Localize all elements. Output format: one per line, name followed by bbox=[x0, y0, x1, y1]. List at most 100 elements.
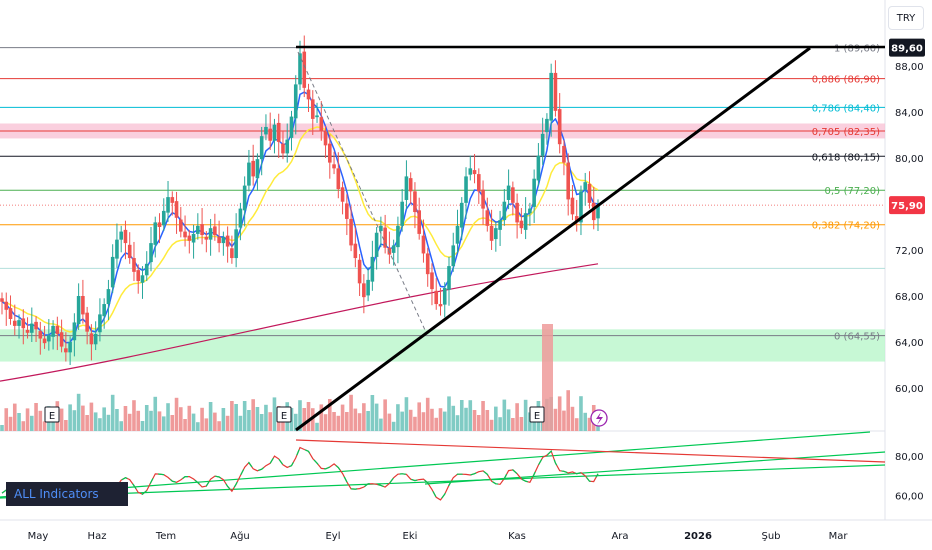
fib-label: 0,618 (80,15) bbox=[812, 152, 880, 163]
candle-body bbox=[379, 225, 383, 232]
volume-bar bbox=[72, 410, 77, 431]
time-tick: 2026 bbox=[684, 531, 712, 542]
volume-bar bbox=[332, 412, 336, 431]
volume-bar bbox=[477, 415, 481, 431]
candle-body bbox=[191, 233, 196, 243]
candle-body bbox=[323, 131, 328, 146]
volume-bar bbox=[255, 407, 260, 431]
candle-body bbox=[306, 89, 311, 100]
current-price-text: 75,90 bbox=[891, 201, 923, 212]
candle-body bbox=[302, 51, 307, 88]
candle-body bbox=[519, 220, 524, 229]
volume-bar bbox=[391, 421, 396, 431]
volume-bar bbox=[298, 400, 302, 431]
volume-bar bbox=[149, 410, 153, 431]
volume-bar bbox=[336, 415, 341, 431]
candle-body bbox=[481, 189, 485, 209]
candle-body bbox=[468, 168, 473, 175]
volume-bar bbox=[234, 404, 238, 431]
volume-bar bbox=[140, 421, 145, 431]
all-indicators-button[interactable]: ALL Indicators bbox=[6, 482, 128, 506]
candle-body bbox=[528, 208, 532, 214]
currency-button[interactable]: TRY bbox=[888, 6, 924, 30]
candle-body bbox=[408, 178, 413, 192]
earnings-marker-label: E bbox=[281, 411, 287, 422]
volume-bar bbox=[264, 404, 268, 431]
volume-bar bbox=[387, 413, 392, 431]
price-tick: 80,00 bbox=[895, 154, 924, 165]
volume-bar bbox=[76, 393, 81, 431]
volume-bar bbox=[353, 408, 358, 431]
candle-body bbox=[144, 263, 149, 276]
candle-body bbox=[183, 231, 187, 238]
volume-bar bbox=[230, 401, 234, 431]
candle-body bbox=[455, 225, 460, 244]
volume-bar bbox=[374, 403, 379, 431]
candle-body bbox=[553, 72, 558, 111]
volume-bar bbox=[404, 397, 409, 431]
volume-bar bbox=[357, 413, 362, 431]
price-tick: 64,00 bbox=[895, 338, 924, 349]
ema-mid-line bbox=[1, 126, 599, 333]
candle-body bbox=[242, 185, 247, 211]
earnings-marker bbox=[276, 406, 292, 423]
volume-bar bbox=[102, 407, 106, 431]
candle-body bbox=[174, 201, 179, 218]
candle-body bbox=[583, 182, 588, 190]
price-tick: 68,00 bbox=[895, 292, 924, 303]
candle-body bbox=[549, 72, 553, 121]
candle-body bbox=[238, 208, 243, 228]
volume-bar bbox=[464, 407, 468, 431]
volume-bar bbox=[396, 404, 400, 431]
volume-bar bbox=[123, 406, 128, 431]
candle-body bbox=[315, 115, 319, 118]
candle-body bbox=[319, 117, 324, 132]
volume-bar bbox=[25, 408, 30, 431]
candle-body bbox=[217, 236, 221, 244]
candle-body bbox=[391, 245, 396, 253]
rsi-tick: 60,00 bbox=[895, 491, 924, 502]
candle-body bbox=[404, 176, 409, 200]
volume-bar bbox=[208, 402, 213, 431]
volume-bar bbox=[98, 418, 102, 431]
volume-bar bbox=[110, 394, 115, 431]
candle-body bbox=[366, 279, 370, 296]
candle-body bbox=[213, 226, 217, 236]
time-tick: Şub bbox=[761, 531, 780, 542]
candle-body bbox=[51, 325, 55, 337]
candle-body bbox=[562, 145, 566, 163]
candle-body bbox=[81, 296, 85, 315]
candle-body bbox=[502, 201, 507, 221]
fib-label: 0,382 (74,20) bbox=[812, 221, 880, 232]
candle-body bbox=[400, 201, 404, 226]
candle-body bbox=[383, 227, 387, 248]
candle-body bbox=[255, 159, 260, 179]
time-tick: Eyl bbox=[325, 531, 340, 542]
candle-body bbox=[532, 178, 536, 207]
candle-body bbox=[498, 220, 502, 230]
candle-body bbox=[413, 191, 417, 213]
candle-body bbox=[511, 187, 515, 203]
volume-bar bbox=[421, 412, 426, 431]
volume-bar bbox=[515, 403, 519, 431]
volume-bar bbox=[259, 414, 264, 431]
volume-bar bbox=[498, 417, 502, 431]
candle-body bbox=[596, 205, 600, 219]
volume-bar bbox=[506, 409, 511, 431]
candle-body bbox=[25, 329, 30, 333]
volume-bar bbox=[481, 401, 485, 431]
volume-bar bbox=[328, 399, 332, 431]
volume-bar bbox=[161, 416, 166, 431]
volume-bar bbox=[64, 420, 68, 431]
candle-body bbox=[8, 308, 13, 319]
candle-body bbox=[115, 239, 119, 259]
volume-bar bbox=[179, 407, 183, 431]
candle-body bbox=[68, 342, 72, 353]
candle-body bbox=[89, 333, 94, 345]
volume-bar bbox=[238, 415, 243, 431]
volume-bar bbox=[8, 416, 13, 431]
volume-bar bbox=[251, 399, 255, 431]
candle-body bbox=[374, 232, 379, 257]
candle-body bbox=[208, 228, 213, 240]
